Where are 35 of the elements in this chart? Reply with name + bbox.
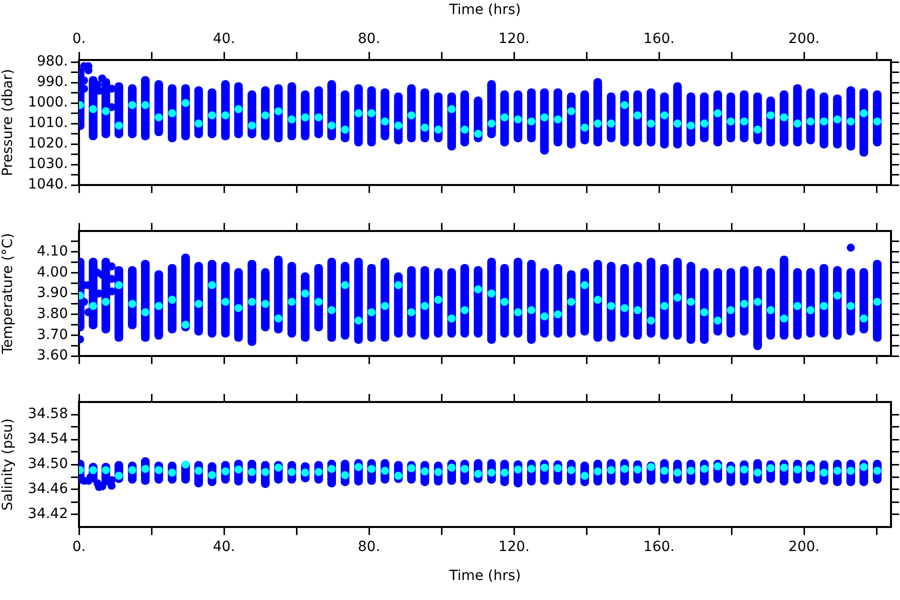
y-tick-label: 34.42: [28, 506, 68, 522]
y-tick-label: 34.50: [28, 456, 68, 472]
x-axis-title: Time (hrs): [448, 568, 521, 584]
y-tick-label: 34.58: [28, 406, 68, 422]
x-tick-label: 40.: [212, 539, 236, 556]
x-tick-label: 40.: [212, 31, 236, 48]
y-axis-title: Pressure (dbar): [0, 68, 16, 176]
y-tick-label: 1040.: [28, 176, 68, 193]
y-tick-label: 3.80: [36, 306, 68, 322]
y-tick-label: 1020.: [28, 136, 68, 152]
y-tick-label: 980.: [36, 54, 68, 70]
x-tick-label: 160.: [643, 31, 675, 48]
y-tick-label: 1010.: [28, 115, 68, 132]
y-axis-title: Temperature (°C): [0, 233, 16, 355]
y-tick-label: 4.00: [36, 264, 68, 280]
x-tick-label: 0.: [72, 31, 86, 48]
x-tick-label: 80.: [358, 31, 380, 48]
x-tick-label: 120.: [498, 31, 530, 48]
x-axis-title: Time (hrs): [448, 2, 521, 18]
y-tick-label: 1000.: [28, 94, 68, 111]
y-tick-label: 3.70: [36, 326, 68, 343]
y-tick-label: 34.54: [28, 431, 68, 448]
y-tick-label: 990.: [36, 74, 68, 90]
x-tick-label: 200.: [788, 539, 820, 556]
x-tick-label: 160.: [643, 539, 675, 556]
x-tick-label: 200.: [788, 31, 820, 48]
x-tick-label: 120.: [498, 539, 530, 556]
y-axis-title: Salinity (psu): [0, 418, 16, 511]
y-tick-label: 1030.: [28, 156, 68, 172]
x-tick-label: 0.: [72, 539, 86, 556]
y-tick-label: 34.46: [28, 481, 68, 498]
y-tick-label: 3.60: [36, 348, 68, 364]
x-tick-label: 80.: [358, 539, 380, 556]
y-tick-label: 4.10: [36, 243, 68, 260]
y-tick-label: 3.90: [36, 285, 68, 302]
